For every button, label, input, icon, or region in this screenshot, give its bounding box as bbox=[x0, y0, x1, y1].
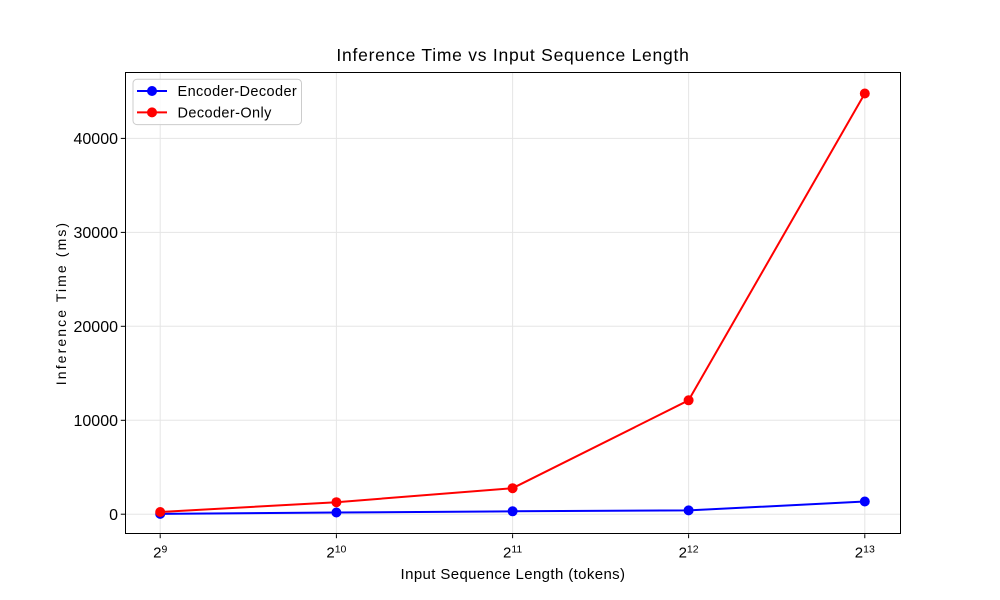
svg-text:Encoder-Decoder: Encoder-Decoder bbox=[178, 84, 298, 100]
svg-text:40000: 40000 bbox=[74, 131, 119, 148]
svg-text:Input Sequence Length (tokens): Input Sequence Length (tokens) bbox=[401, 566, 626, 583]
svg-text:0: 0 bbox=[109, 507, 118, 524]
svg-text:30000: 30000 bbox=[74, 225, 119, 242]
svg-text:Inference Time (ms): Inference Time (ms) bbox=[53, 221, 69, 385]
svg-text:10000: 10000 bbox=[74, 413, 119, 430]
svg-text:Inference Time vs Input Sequen: Inference Time vs Input Sequence Length bbox=[336, 45, 689, 65]
svg-text:Decoder-Only: Decoder-Only bbox=[178, 105, 273, 121]
svg-text:20000: 20000 bbox=[74, 319, 119, 336]
